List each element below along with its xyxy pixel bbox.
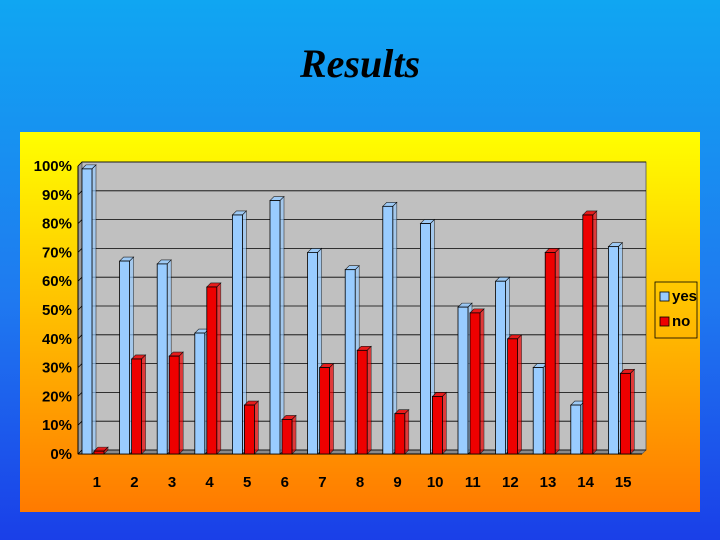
bar-no — [619, 368, 636, 455]
bar-no — [168, 351, 184, 455]
y-tick-label: 0% — [50, 446, 72, 463]
x-tick-label: 11 — [465, 474, 481, 491]
x-tick-label: 9 — [393, 474, 401, 491]
y-tick-label: 90% — [42, 187, 72, 204]
bar-no — [93, 446, 109, 455]
bar-no — [582, 210, 598, 455]
bar-no — [431, 391, 448, 455]
x-tick-label: 12 — [502, 474, 519, 491]
y-tick-label: 80% — [42, 216, 72, 233]
bar-no — [356, 345, 372, 455]
bar-yes — [81, 164, 97, 455]
x-tick-label: 8 — [356, 474, 364, 491]
x-tick-label: 2 — [130, 474, 138, 491]
legend-swatch-no — [659, 316, 670, 327]
x-tick-label: 6 — [281, 474, 289, 491]
bar-no — [281, 414, 297, 455]
bar-no — [544, 247, 560, 455]
legend-swatch-yes — [659, 291, 670, 302]
bar-no — [206, 282, 222, 455]
bar-no — [506, 334, 523, 455]
x-tick-label: 13 — [540, 474, 557, 491]
y-tick-label: 40% — [42, 331, 72, 348]
x-tick-label: 5 — [243, 474, 251, 491]
legend-box — [654, 281, 698, 339]
legend-label-yes: yes — [672, 288, 697, 305]
legend-label-no: no — [672, 313, 690, 330]
bar-no — [243, 400, 260, 455]
x-tick-label: 1 — [93, 474, 101, 491]
bar-no — [130, 354, 147, 455]
x-tick-label: 14 — [577, 474, 594, 491]
bar-yes — [382, 201, 398, 455]
y-tick-label: 100% — [34, 158, 72, 175]
bar-yes — [607, 241, 624, 455]
y-tick-label: 10% — [42, 417, 72, 434]
gridline — [77, 161, 646, 167]
bar-no — [318, 362, 335, 455]
bar-chart: 0%10%20%30%40%50%60%70%80%90%100%1 2 3 4 5 6 7… — [34, 158, 698, 491]
x-tick-label: 10 — [427, 474, 444, 491]
bar-yes — [269, 195, 285, 455]
chart-panel: 0% 10% 20% 30% 40% 50% 60% 70% 80% 90% 100% 1 2 3 4 5 6 7… — [20, 132, 700, 512]
x-tick-label: 15 — [615, 474, 632, 491]
x-tick-label: 7 — [318, 474, 326, 491]
x-tick-label: 3 — [168, 474, 176, 491]
y-tick-label: 50% — [42, 302, 72, 319]
y-tick-label: 30% — [42, 360, 72, 377]
y-tick-label: 70% — [42, 244, 72, 261]
slide-title: Results — [299, 41, 421, 86]
bar-no — [394, 408, 410, 455]
x-tick-label: 4 — [205, 474, 214, 491]
y-tick-label: 60% — [42, 273, 72, 290]
bar-no — [469, 308, 485, 455]
y-tick-label: 20% — [42, 388, 72, 405]
